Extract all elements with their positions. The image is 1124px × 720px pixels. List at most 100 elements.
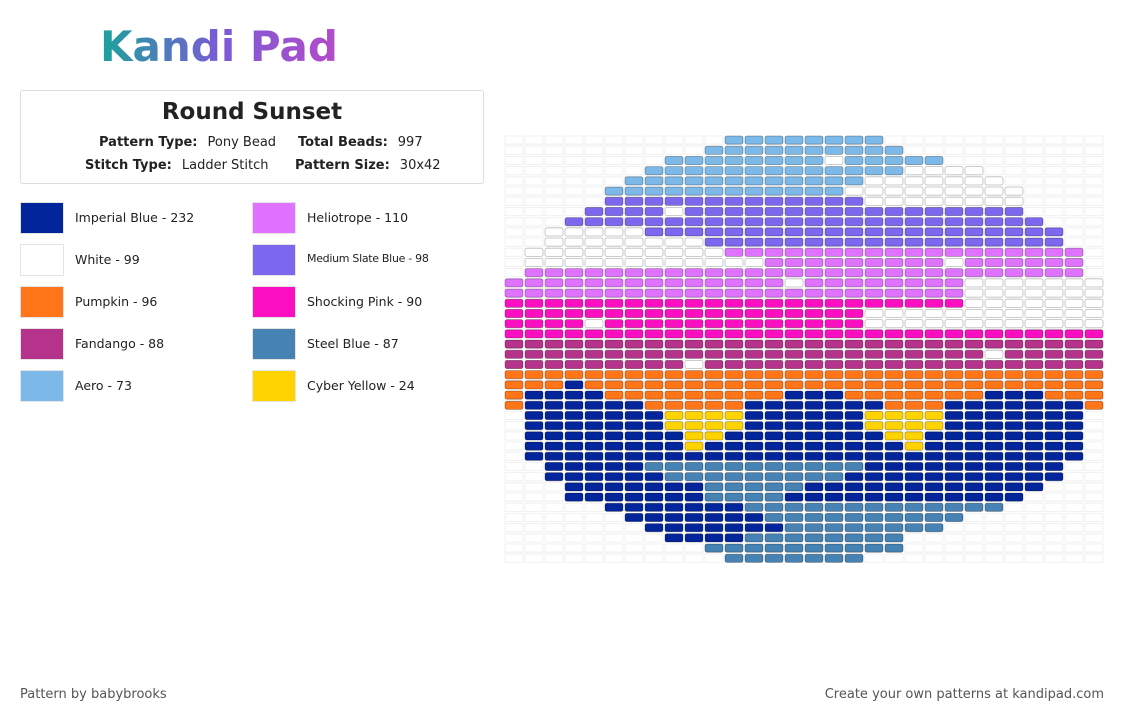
bead	[604, 217, 624, 227]
bead	[784, 502, 804, 512]
bead	[584, 400, 604, 410]
empty-cell	[584, 145, 604, 155]
bead	[1064, 359, 1084, 369]
empty-cell	[524, 166, 544, 176]
bead	[864, 380, 884, 390]
bead	[1044, 329, 1064, 339]
bead	[644, 400, 664, 410]
bead	[884, 349, 904, 359]
bead	[764, 410, 784, 420]
bead	[664, 431, 684, 441]
bead	[664, 217, 684, 227]
bead	[724, 533, 744, 543]
bead	[584, 390, 604, 400]
empty-cell	[704, 135, 724, 145]
empty-cell	[504, 533, 524, 543]
bead	[744, 431, 764, 441]
bead	[584, 206, 604, 216]
bead	[784, 441, 804, 451]
bead	[684, 523, 704, 533]
bead	[744, 257, 764, 267]
bead	[1064, 380, 1084, 390]
bead	[624, 339, 644, 349]
bead	[684, 247, 704, 257]
empty-cell	[604, 533, 624, 543]
bead	[644, 176, 664, 186]
bead	[1084, 298, 1104, 308]
bead	[1044, 298, 1064, 308]
bead	[824, 186, 844, 196]
bead	[904, 166, 924, 176]
bead	[1044, 390, 1064, 400]
empty-cell	[584, 543, 604, 553]
empty-cell	[1044, 553, 1064, 563]
bead	[984, 502, 1004, 512]
footer-link[interactable]: Create your own patterns at kandipad.com	[824, 687, 1104, 702]
bead	[524, 257, 544, 267]
bead	[1004, 472, 1024, 482]
bead	[504, 390, 524, 400]
bead	[644, 359, 664, 369]
empty-cell	[584, 135, 604, 145]
bead	[1024, 472, 1044, 482]
bead	[904, 492, 924, 502]
bead	[1064, 308, 1084, 318]
bead	[724, 166, 744, 176]
bead	[924, 410, 944, 420]
bead	[784, 176, 804, 186]
bead	[1004, 227, 1024, 237]
bead	[824, 543, 844, 553]
empty-cell	[564, 166, 584, 176]
bead	[944, 461, 964, 471]
bead	[704, 431, 724, 441]
bead	[884, 441, 904, 451]
bead	[1004, 308, 1024, 318]
bead	[624, 380, 644, 390]
bead	[624, 237, 644, 247]
bead	[944, 217, 964, 227]
bead	[684, 400, 704, 410]
bead	[664, 370, 684, 380]
bead	[644, 523, 664, 533]
bead	[904, 155, 924, 165]
bead	[824, 441, 844, 451]
footer-credit: Pattern by babybrooks	[20, 687, 167, 702]
bead	[544, 308, 564, 318]
bead	[884, 329, 904, 339]
bead	[644, 196, 664, 206]
bead	[984, 421, 1004, 431]
empty-cell	[1084, 523, 1104, 533]
bead	[844, 206, 864, 216]
bead	[884, 410, 904, 420]
bead	[824, 472, 844, 482]
bead	[864, 176, 884, 186]
pattern-title: Round Sunset	[161, 99, 343, 125]
bead	[624, 482, 644, 492]
bead	[944, 227, 964, 237]
bead	[1084, 400, 1104, 410]
bead	[624, 288, 644, 298]
bead	[764, 186, 784, 196]
bead	[704, 298, 724, 308]
empty-cell	[504, 135, 524, 145]
bead	[704, 227, 724, 237]
bead	[844, 257, 864, 267]
bead	[544, 359, 564, 369]
logo[interactable]: Kandi Pad	[100, 22, 338, 71]
bead	[1024, 359, 1044, 369]
color-swatch	[20, 202, 64, 234]
bead	[644, 441, 664, 451]
bead	[524, 278, 544, 288]
bead	[624, 421, 644, 431]
empty-cell	[624, 533, 644, 543]
bead	[604, 268, 624, 278]
bead	[564, 308, 584, 318]
bead	[724, 278, 744, 288]
bead	[864, 390, 884, 400]
bead	[944, 513, 964, 523]
empty-cell	[544, 502, 564, 512]
bead	[1004, 206, 1024, 216]
bead	[844, 441, 864, 451]
bead	[884, 176, 904, 186]
bead	[744, 400, 764, 410]
